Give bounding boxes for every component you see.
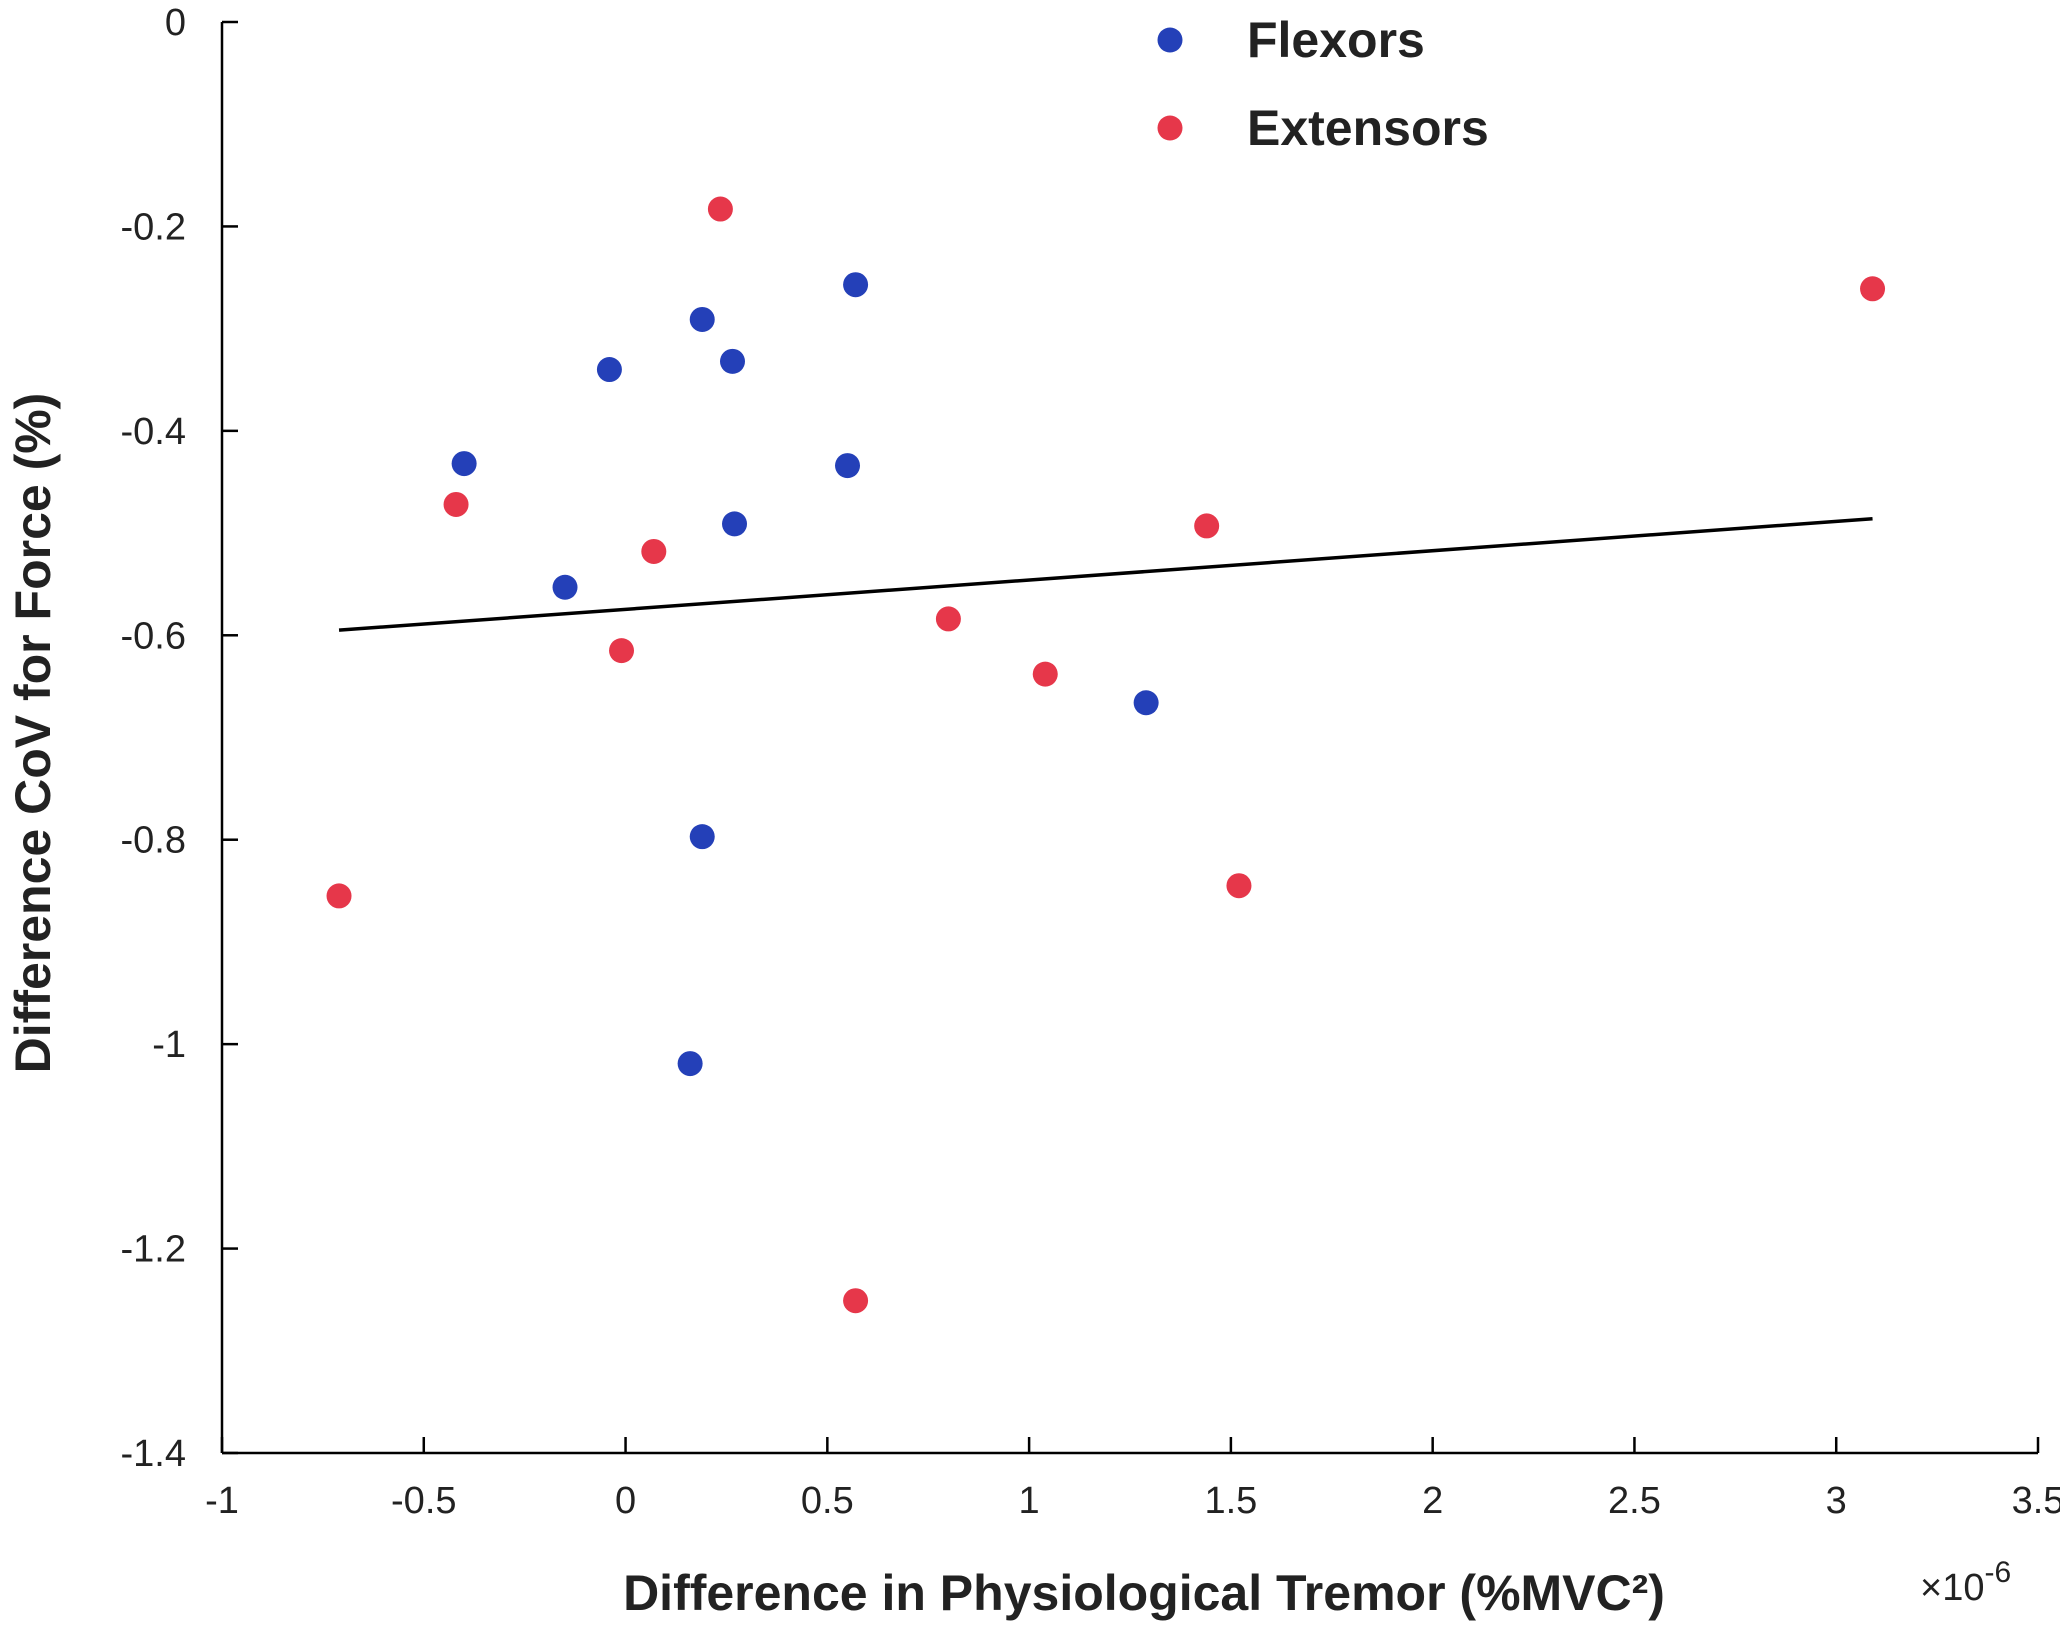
legend-marker-extensors [1157, 115, 1183, 141]
data-point [326, 883, 352, 909]
data-point [707, 196, 733, 222]
legend: Flexors Extensors [1157, 12, 1489, 156]
series-extensors [326, 196, 1886, 1314]
x-tick-label: 0.5 [801, 1480, 854, 1522]
x-exponent-label: ×10-6 [1920, 1556, 2011, 1609]
y-tick-label: -0.8 [121, 820, 186, 862]
data-point [1194, 513, 1220, 539]
y-tick-label: -1 [152, 1024, 186, 1066]
data-point [609, 638, 635, 664]
fit-line [338, 517, 1873, 632]
y-axis-title: Difference CoV for Force (%) [5, 393, 61, 1074]
x-tick-label: 0 [615, 1480, 636, 1522]
data-point [641, 538, 667, 564]
y-tick-label: -1.2 [121, 1229, 186, 1271]
data-point [552, 574, 578, 600]
data-point [1133, 690, 1159, 716]
x-tick-label: 1 [1019, 1480, 1040, 1522]
data-point [835, 453, 861, 479]
x-tick-label: 3.5 [2012, 1480, 2060, 1522]
x-tick-label: 2 [1422, 1480, 1443, 1522]
data-point [689, 306, 715, 332]
legend-label-extensors: Extensors [1247, 100, 1489, 156]
y-tick-label: -0.4 [121, 411, 186, 453]
data-point [451, 451, 477, 477]
data-point [935, 606, 961, 632]
x-tick-label: 3 [1826, 1480, 1847, 1522]
data-point [843, 272, 869, 298]
legend-label-flexors: Flexors [1247, 12, 1425, 68]
data-point [1860, 276, 1886, 302]
legend-marker-flexors [1157, 27, 1183, 53]
y-tick-label: -1.4 [121, 1433, 186, 1475]
y-tick-label: 0 [165, 2, 186, 44]
data-point [596, 357, 622, 383]
data-point [443, 491, 469, 517]
data-point [719, 348, 745, 374]
data-point [722, 511, 748, 537]
series-flexors [451, 272, 1159, 1077]
x-tick-label: -0.5 [391, 1480, 456, 1522]
x-tick-label: -1 [205, 1480, 239, 1522]
x-tick-label: 1.5 [1204, 1480, 1257, 1522]
y-tick-label: -0.2 [121, 206, 186, 248]
data-point [677, 1051, 703, 1077]
axes: -1 -0.5 0 0.5 1 1.5 2 2.5 3 3.5 0 -0.2 -0.4 -0.6 -0.8 -… [121, 2, 2060, 1522]
data-points [326, 196, 1886, 1314]
data-point [1226, 873, 1252, 899]
fit-line-group [338, 517, 1873, 632]
x-axis-title: Difference in Physiological Tremor (%MVC… [623, 1565, 1665, 1621]
x-tick-label: 2.5 [1608, 1480, 1661, 1522]
x-exponent-base: ×10 [1920, 1567, 1984, 1609]
data-point [1032, 661, 1058, 687]
y-tick-label: -0.6 [121, 615, 186, 657]
data-point [689, 824, 715, 850]
x-exponent-power: -6 [1984, 1556, 2011, 1589]
data-point [843, 1288, 869, 1314]
